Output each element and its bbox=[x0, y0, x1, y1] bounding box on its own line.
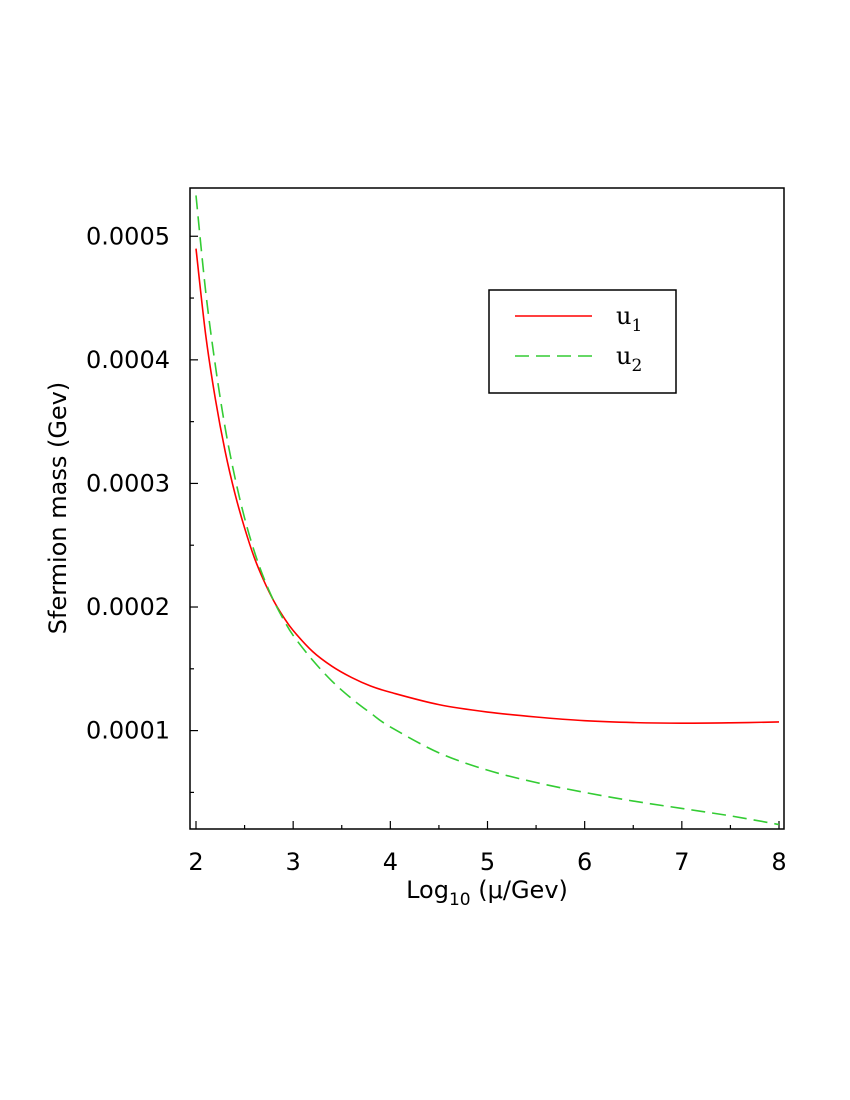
x-axis-ticks: 2 3 4 5 6 7 8 bbox=[188, 821, 787, 876]
x-tick-label: 4 bbox=[383, 848, 398, 876]
series-line-u2 bbox=[195, 195, 780, 826]
x-tick-label: 7 bbox=[674, 848, 689, 876]
legend-label-u1-sub: 1 bbox=[631, 316, 642, 336]
y-axis-label: Sfermion mass (Gev) bbox=[44, 382, 72, 634]
legend-label-u2-sub: 2 bbox=[631, 356, 642, 376]
x-tick-label: 5 bbox=[480, 848, 495, 876]
x-axis-label-sub: 10 bbox=[449, 890, 471, 910]
x-tick-label: 6 bbox=[577, 848, 592, 876]
x-axis-label-rest: (μ/Gev) bbox=[471, 876, 568, 904]
x-tick-label: 2 bbox=[188, 848, 203, 876]
legend-label-u2-main: u bbox=[616, 342, 631, 370]
y-tick-label: 0.0004 bbox=[86, 346, 170, 374]
series-layer bbox=[195, 195, 780, 826]
y-tick-label: 0.0003 bbox=[86, 469, 170, 497]
series-line-u1 bbox=[195, 248, 780, 724]
legend-label-u1-main: u bbox=[616, 302, 631, 330]
x-tick-label: 8 bbox=[771, 848, 786, 876]
x-tick-label: 3 bbox=[286, 848, 301, 876]
y-tick-label: 0.0001 bbox=[86, 717, 170, 745]
legend-label-u1: u1 bbox=[616, 302, 642, 336]
legend-box bbox=[488, 289, 677, 394]
x-axis-label: Log10 (μ/Gev) bbox=[406, 876, 568, 910]
y-axis-ticks: 0.0001 0.0002 0.0003 0.0004 0.0005 bbox=[86, 222, 198, 793]
x-axis-label-main: Log bbox=[406, 876, 449, 904]
legend: u1 u2 bbox=[488, 289, 677, 394]
plot-frame bbox=[189, 187, 785, 830]
y-tick-label: 0.0002 bbox=[86, 593, 170, 621]
y-tick-label: 0.0005 bbox=[86, 222, 170, 250]
legend-label-u2: u2 bbox=[616, 342, 642, 376]
